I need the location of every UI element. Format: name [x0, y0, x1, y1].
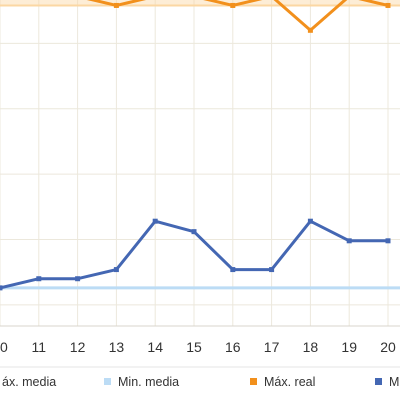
m-n-real-point: [191, 229, 197, 235]
band-layer: [0, 0, 400, 7]
m-n-real-point: [113, 267, 119, 273]
x-tick-label: 13: [109, 339, 125, 355]
x-tick-label: 11: [32, 339, 47, 355]
legend-swatch: [104, 378, 111, 385]
x-tick-label: 15: [186, 339, 202, 355]
m-n-real-point: [346, 238, 352, 244]
legend-label: Min. media: [118, 375, 179, 389]
legend-swatch: [250, 378, 257, 385]
x-tick-label: 10: [0, 339, 8, 355]
legend-swatch: [375, 378, 382, 385]
m-n-real-point: [307, 218, 313, 224]
m-n-real-point: [269, 267, 275, 273]
m-x-real-point: [230, 2, 236, 8]
legend: áx. media Min. media Máx. real M: [0, 366, 400, 389]
x-tick-label: 12: [70, 339, 86, 355]
legend-label: áx. media: [2, 375, 56, 389]
legend-label: Máx. real: [264, 375, 315, 389]
grid: [0, 0, 400, 327]
x-tick-label: 20: [380, 339, 396, 355]
m-n-real-point: [385, 238, 391, 244]
max-media-band: [0, 0, 400, 6]
m-n-real-point: [0, 285, 3, 291]
m-x-real-point: [307, 27, 313, 33]
x-axis-ticks: 10 11 12 13 14 15 16 17 18 19 20: [0, 339, 396, 355]
x-tick-label: 18: [303, 339, 319, 355]
m-x-real-line: [86, 0, 389, 32]
m-x-real-point: [385, 2, 391, 8]
series-layer: [0, 0, 400, 291]
x-tick-label: 19: [341, 339, 357, 355]
x-tick-label: 16: [225, 339, 241, 355]
m-n-real-point: [152, 218, 158, 224]
x-tick-label: 14: [147, 339, 163, 355]
m-x-real-point: [113, 2, 119, 8]
legend-label: M: [389, 375, 399, 389]
x-tick-label: 17: [264, 339, 280, 355]
m-n-real-point: [230, 267, 236, 273]
m-n-real-point: [75, 276, 81, 282]
m-n-real-point: [36, 276, 42, 282]
